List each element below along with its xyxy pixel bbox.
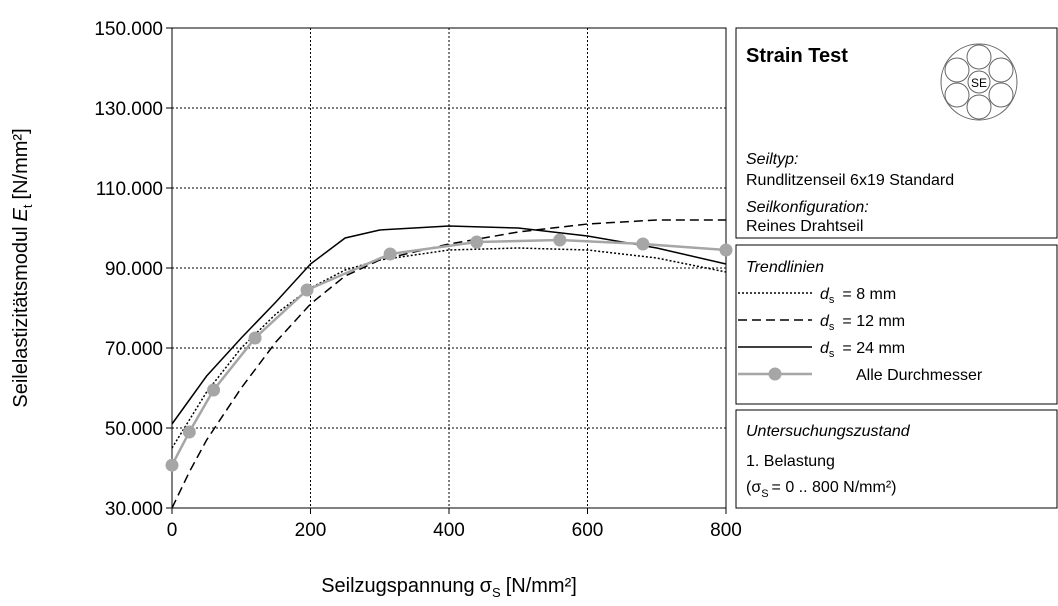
logo [940, 43, 1018, 121]
legend-symbol: d [820, 340, 830, 357]
point [248, 331, 262, 345]
x-tick-label: 600 [572, 520, 604, 541]
legend-title: Trendlinien [746, 259, 824, 276]
logo-strand [988, 57, 1014, 83]
condition: 1. Belastung [746, 453, 835, 470]
point [165, 458, 179, 472]
legend-marker [768, 367, 782, 381]
point [636, 237, 650, 251]
legend-symbol-sub: s [829, 294, 835, 306]
legend-box [735, 244, 1058, 405]
condition-box [735, 409, 1058, 509]
rope-type-label: Seiltyp: [746, 151, 798, 168]
legend-symbol: d [820, 286, 830, 303]
logo-text: SE [971, 76, 987, 90]
logo-strand [966, 94, 992, 120]
logo-ring [940, 43, 1018, 121]
y-tick-label: 110.000 [96, 179, 163, 200]
legend-label: ds = 8 mm [820, 286, 896, 306]
legend-symbol-sub: s [829, 321, 835, 333]
point [383, 247, 397, 261]
x-label-text: Seilzugspannung [321, 575, 474, 597]
point [207, 383, 221, 397]
x-label-unit: [N/mm²] [506, 575, 577, 597]
info-panel: Strain Test SE Seiltyp: Rundlitzenseil 6… [735, 27, 1058, 509]
x-tick-label: 800 [710, 520, 742, 541]
logo-strand [966, 44, 992, 70]
x-label-symbol: σ [480, 575, 493, 597]
x-tick-label: 0 [167, 520, 178, 541]
y-tick-label: 50.000 [105, 419, 163, 440]
config: Reines Drahtseil [746, 218, 863, 235]
series-line [170, 238, 727, 466]
series-line [171, 219, 726, 509]
y-axis-label: Seilelastizitätsmodul Et [N/mm²] [10, 128, 35, 407]
y-tick-label: 70.000 [105, 339, 163, 360]
condition-range: (σS = 0 .. 800 N/mm²) [746, 479, 896, 500]
x-tick-label: 400 [433, 520, 465, 541]
legend-label: ds = 24 mm [820, 340, 905, 360]
x-axis-label: Seilzugspannung σS [N/mm²] [321, 575, 577, 600]
point [553, 233, 567, 247]
condition-sub: S [761, 488, 768, 500]
logo-strand [944, 82, 970, 108]
rope-type: Rundlitzenseil 6x19 Standard [746, 172, 954, 189]
x-tick-label: 200 [295, 520, 327, 541]
condition-title: Untersuchungszustand [746, 423, 911, 440]
plot-frame [171, 27, 727, 509]
x-label-sub: S [492, 585, 501, 600]
panel-title: Strain Test [746, 45, 848, 67]
config-label: Seilkonfiguration: [746, 199, 869, 216]
legend-symbol: d [820, 313, 830, 330]
y-label-symbol: E [10, 207, 32, 221]
y-tick-label: 90.000 [105, 259, 163, 280]
point [182, 425, 196, 439]
series-line [171, 225, 727, 425]
legend-name: = 24 mm [842, 340, 905, 357]
legend-label: ds = 12 mm [820, 313, 905, 333]
legend-name: = 8 mm [842, 286, 896, 303]
y-label-text: Seilelastizitätsmodul [10, 226, 32, 407]
series-line [171, 247, 727, 449]
legend-symbol-sub: s [829, 348, 835, 360]
point [719, 243, 733, 257]
legend-label: Alle Durchmesser [856, 367, 983, 384]
condition-rest: = 0 .. 800 N/mm²) [772, 479, 897, 496]
panel-box [735, 27, 1058, 239]
y-tick-label: 150.000 [94, 19, 163, 40]
point [470, 235, 484, 249]
y-label-unit: [N/mm²] [10, 128, 32, 199]
logo-strand [988, 82, 1014, 108]
point [300, 283, 314, 297]
logo-strand [944, 57, 970, 83]
y-tick-label: 30.000 [105, 499, 163, 520]
condition-open: (σ [746, 479, 761, 496]
legend-name: = 12 mm [842, 313, 905, 330]
logo-core [967, 70, 991, 94]
y-tick-label: 130.000 [94, 99, 163, 120]
y-label-sub: t [20, 204, 35, 208]
